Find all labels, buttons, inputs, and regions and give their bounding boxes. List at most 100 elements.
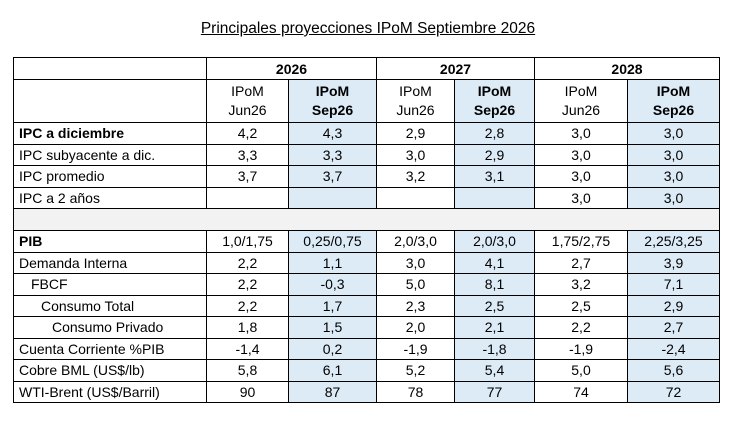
value-cell: 1,8 <box>206 316 289 339</box>
value-cell: 4,1 <box>454 251 535 274</box>
value-cell: -0,3 <box>288 273 377 296</box>
value-cell: 3,7 <box>206 165 289 188</box>
value-cell: 5,2 <box>376 359 455 382</box>
value-cell: 3,0 <box>534 186 628 209</box>
subheader-line1: IPoM <box>656 83 691 99</box>
value-cell: 0,25/0,75 <box>288 230 377 253</box>
year-header-2026: 2026 <box>206 57 377 80</box>
row-label: Consumo Privado <box>13 316 207 339</box>
value-cell: 0,2 <box>288 337 377 360</box>
table-row: Cobre BML (US$/lb) 5,8 6,1 5,2 5,4 5,0 5,6 <box>13 359 720 382</box>
row-label: PIB <box>13 230 207 253</box>
subheader-line2: Jun26 <box>561 102 601 118</box>
subheader-sep26: IPoM Sep26 <box>288 79 377 123</box>
value-cell: -1,9 <box>376 337 455 360</box>
separator-cell <box>13 208 720 231</box>
separator-row <box>13 208 720 231</box>
value-cell: 2,9 <box>376 122 455 145</box>
row-label: Cobre BML (US$/lb) <box>13 359 207 382</box>
value-cell: 2,0/3,0 <box>454 230 535 253</box>
subheader-line2: Jun26 <box>396 102 435 118</box>
value-cell: 2,2 <box>206 294 289 317</box>
value-cell: 3,0 <box>627 122 720 145</box>
value-cell: 7,1 <box>627 273 720 296</box>
report-header-row: IPoM Jun26 IPoM Sep26 IPoM Jun26 IPoM Sep26 IPoM… <box>13 79 720 123</box>
value-cell: 3,0 <box>534 143 628 166</box>
subheader-line1: IPoM <box>231 83 264 99</box>
value-cell: 3,0 <box>534 165 628 188</box>
value-cell: 2,7 <box>534 251 628 274</box>
table-row: Consumo Total 2,2 1,7 2,3 2,5 2,5 2,9 <box>13 294 720 317</box>
value-cell: 4,3 <box>288 122 377 145</box>
value-cell: -1,8 <box>454 337 535 360</box>
value-cell: 5,0 <box>534 359 628 382</box>
row-label: Cuenta Corriente %PIB <box>13 337 207 360</box>
row-label: IPC promedio <box>13 165 207 188</box>
value-cell: 3,0 <box>627 186 720 209</box>
value-cell: 3,2 <box>376 165 455 188</box>
value-cell: 5,6 <box>627 359 720 382</box>
value-cell: 2,9 <box>454 143 535 166</box>
subheader-line1: IPoM <box>315 83 350 99</box>
row-label: WTI-Brent (US$/Barril) <box>13 380 207 403</box>
row-label: IPC subyacente a dic. <box>13 143 207 166</box>
value-cell: 2,2 <box>206 273 289 296</box>
table-row: FBCF 2,2 -0,3 5,0 8,1 3,2 7,1 <box>13 273 720 296</box>
value-cell: 87 <box>288 380 377 403</box>
value-cell: -1,4 <box>206 337 289 360</box>
value-cell: 77 <box>454 380 535 403</box>
value-cell: 1,75/2,75 <box>534 230 628 253</box>
value-cell: 3,7 <box>288 165 377 188</box>
row-label: FBCF <box>13 273 207 296</box>
value-cell: 4,2 <box>206 122 289 145</box>
projections-table: 2026 2027 2028 IPoM Jun26 IPoM Sep26 IPoM Jun… <box>13 57 720 403</box>
subheader-sep26: IPoM Sep26 <box>627 79 720 123</box>
year-header-2028: 2028 <box>534 57 720 80</box>
value-cell: 1,7 <box>288 294 377 317</box>
table-title: Principales proyecciones IPoM Septiembre… <box>200 20 536 37</box>
value-cell: 6,1 <box>288 359 377 382</box>
value-cell: 2,2 <box>534 316 628 339</box>
value-cell <box>206 186 289 209</box>
table-row: IPC promedio 3,7 3,7 3,2 3,1 3,0 3,0 <box>13 165 720 188</box>
row-label: Demanda Interna <box>13 251 207 274</box>
subheader-line2: Jun26 <box>228 102 267 118</box>
subheader-line1: IPoM <box>564 83 598 99</box>
value-cell: 3,0 <box>534 122 628 145</box>
table-row: IPC a 2 años 3,0 3,0 <box>13 186 720 209</box>
subheader-jun26: IPoM Jun26 <box>206 79 289 123</box>
value-cell: 72 <box>627 380 720 403</box>
value-cell: 2,2 <box>206 251 289 274</box>
value-cell: 3,1 <box>454 165 535 188</box>
subheader-line2: Sep26 <box>652 102 695 118</box>
value-cell <box>454 186 535 209</box>
value-cell: 3,3 <box>206 143 289 166</box>
subheader-jun26: IPoM Jun26 <box>534 79 628 123</box>
row-label: IPC a diciembre <box>13 122 207 145</box>
table-row: IPC a diciembre 4,2 4,3 2,9 2,8 3,0 3,0 <box>13 122 720 145</box>
subheader-line1: IPoM <box>399 83 432 99</box>
table-row: Demanda Interna 2,2 1,1 3,0 4,1 2,7 3,9 <box>13 251 720 274</box>
value-cell: 3,0 <box>376 251 455 274</box>
subheader-line1: IPoM <box>477 83 512 99</box>
value-cell: 1,0/1,75 <box>206 230 289 253</box>
table-row: Cuenta Corriente %PIB -1,4 0,2 -1,9 -1,8 -1,9… <box>13 337 720 360</box>
corner-cell <box>13 57 207 80</box>
row-label: IPC a 2 años <box>13 186 207 209</box>
value-cell: 8,1 <box>454 273 535 296</box>
value-cell: 3,0 <box>376 143 455 166</box>
value-cell <box>288 186 377 209</box>
corner-cell-sub <box>13 79 207 123</box>
subheader-jun26: IPoM Jun26 <box>376 79 455 123</box>
value-cell: 3,0 <box>627 165 720 188</box>
value-cell: 2,7 <box>627 316 720 339</box>
year-header-2027: 2027 <box>376 57 535 80</box>
value-cell: 2,1 <box>454 316 535 339</box>
value-cell: 3,0 <box>627 143 720 166</box>
value-cell: 2,0/3,0 <box>376 230 455 253</box>
value-cell: -1,9 <box>534 337 628 360</box>
value-cell: 1,1 <box>288 251 377 274</box>
value-cell: -2,4 <box>627 337 720 360</box>
value-cell: 2,3 <box>376 294 455 317</box>
value-cell: 5,8 <box>206 359 289 382</box>
